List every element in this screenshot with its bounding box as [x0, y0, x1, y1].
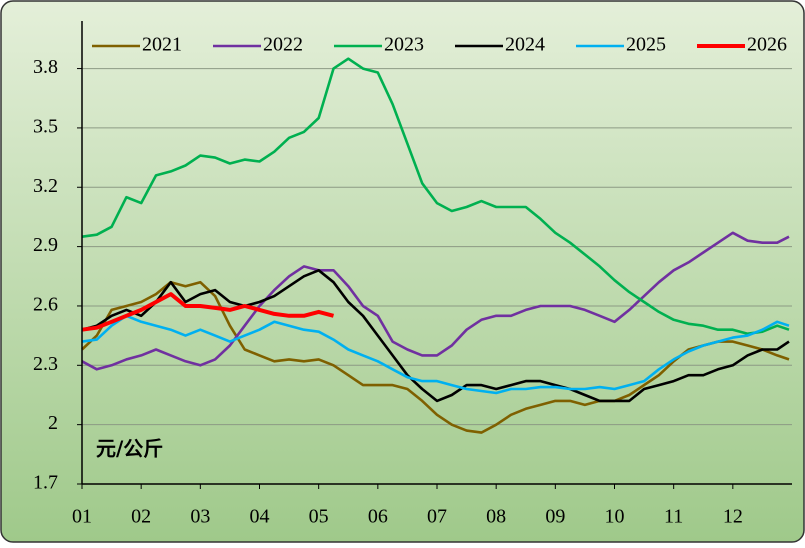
- x-tick-label: 06: [368, 506, 388, 528]
- lines: [81, 57, 790, 434]
- x-tick-label: 03: [190, 506, 210, 528]
- y-tick-label: 3.8: [33, 56, 58, 78]
- y-tick-label: 2.3: [33, 353, 58, 375]
- series-line: [81, 280, 790, 434]
- y-tick-label: 3.2: [33, 175, 58, 197]
- x-tick-label: 07: [427, 506, 447, 528]
- x-tick-label: 02: [131, 506, 151, 528]
- series-line: [81, 292, 335, 332]
- legend-label: 2023: [384, 34, 424, 56]
- x-tick-label: 12: [723, 506, 743, 528]
- x-tick-label: 09: [545, 506, 565, 528]
- x-tick-label: 10: [605, 506, 625, 528]
- unit-annotation: 元/公斤: [96, 437, 163, 461]
- y-tick-label: 2.9: [33, 234, 58, 256]
- x-tick-label: 08: [486, 506, 506, 528]
- x-tick-label: 01: [72, 506, 92, 528]
- legend-label: 2024: [505, 34, 545, 56]
- series-line: [81, 57, 790, 335]
- series-line: [81, 231, 790, 371]
- x-tick-label: 04: [250, 506, 270, 528]
- legend-label: 2022: [263, 34, 303, 56]
- series-line: [81, 314, 790, 395]
- x-tick-label: 11: [664, 506, 683, 528]
- y-tick-label: 2: [48, 412, 58, 434]
- legend-label: 2021: [142, 34, 182, 56]
- legend: 2021 2022 2023 2024 2025 2026: [92, 34, 787, 56]
- x-tick-label: 05: [309, 506, 329, 528]
- y-tick-label: 1.7: [33, 472, 58, 494]
- y-tick-label: 3.5: [33, 116, 58, 138]
- axes: 1.7 2 2.3 2.6 2.9 3.2 3.5 3.8 01 02 03 04 05 06 07 08 09…: [33, 21, 792, 528]
- legend-label: 2026: [747, 34, 787, 56]
- series-line: [81, 269, 790, 403]
- y-tick-label: 2.6: [33, 294, 58, 316]
- legend-label: 2025: [626, 34, 666, 56]
